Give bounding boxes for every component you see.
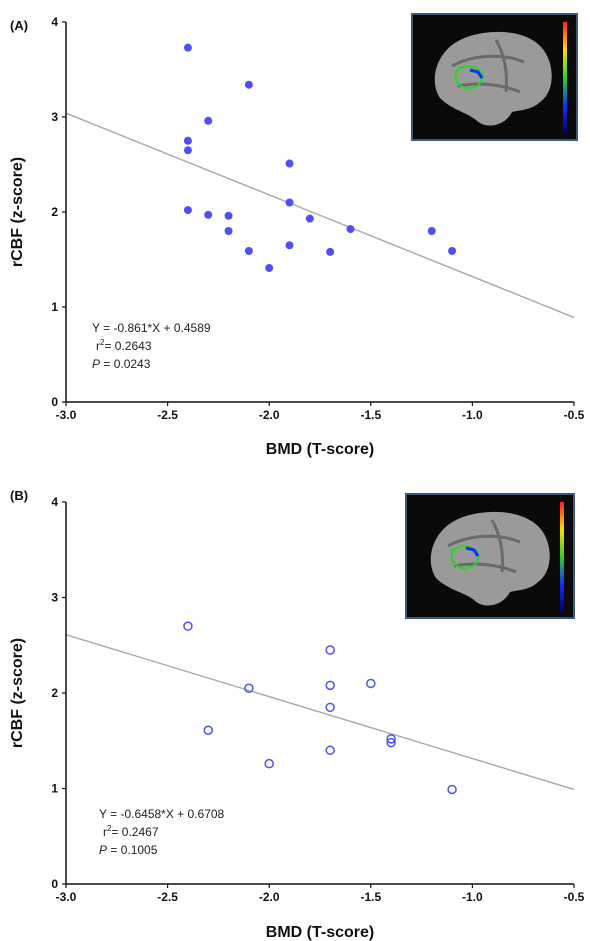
color-scale-bar xyxy=(560,502,564,612)
x-tick-label: -2.5 xyxy=(157,890,178,904)
x-tick-label: -2.0 xyxy=(259,890,280,904)
p-value-label: P = 0.0243 xyxy=(92,357,151,371)
data-point xyxy=(386,734,396,744)
y-tick-label: 0 xyxy=(51,877,58,891)
brain-region-outline xyxy=(450,545,480,570)
y-tick-label: 4 xyxy=(51,495,58,509)
p-value: = 0.1005 xyxy=(107,843,158,857)
data-point xyxy=(204,116,213,125)
data-point xyxy=(326,247,335,256)
data-point xyxy=(285,159,294,168)
data-point xyxy=(244,80,253,89)
color-scale-bar xyxy=(563,22,567,134)
x-tick-label: -3.0 xyxy=(56,890,77,904)
x-axis-title: BMD (T-score) xyxy=(266,924,374,941)
data-point xyxy=(244,683,254,693)
data-point xyxy=(183,43,192,52)
p-symbol: P xyxy=(99,843,107,857)
y-tick-label: 3 xyxy=(51,591,58,605)
x-tick-label: -1.5 xyxy=(360,408,381,422)
data-point xyxy=(203,725,213,735)
r-squared-symbol: r xyxy=(103,825,107,839)
x-tick-label: -1.0 xyxy=(462,408,483,422)
data-point xyxy=(285,198,294,207)
r-squared-label: r2= 0.2643 xyxy=(96,338,152,353)
r-squared-value: = 0.2643 xyxy=(104,339,151,353)
panel-a-label: (A) xyxy=(10,18,28,33)
panel-a-inset-brain-image xyxy=(411,13,578,141)
panel-b-inset-brain-image xyxy=(405,493,575,619)
y-tick-label: 0 xyxy=(51,395,58,409)
data-point xyxy=(264,758,274,769)
panel-a: (A) -3.0 -2.5 -2.0 -1.5 -1.0 -0.5 0 1 2 3 4 BMD (T-… xyxy=(9,13,585,458)
y-tick-label: 4 xyxy=(51,15,58,29)
r-squared-symbol: r xyxy=(96,339,100,353)
data-point xyxy=(325,745,335,756)
regression-equation: Y = -0.861*X + 0.4589 xyxy=(92,321,211,335)
data-point xyxy=(204,210,213,219)
data-point xyxy=(265,264,274,273)
data-point xyxy=(183,206,192,215)
panel-b: (B) -3.0 -2.5 -2.0 -1.5 -1.0 -0.5 0 1 2 3 4 BMD (T-… xyxy=(9,488,585,941)
regression-line xyxy=(65,634,575,791)
brain-region-outline xyxy=(454,65,484,90)
x-tick-label: -2.0 xyxy=(259,408,280,422)
y-axis-title: rCBF (z-score) xyxy=(9,157,26,267)
x-tick-label: -1.0 xyxy=(462,890,483,904)
data-point xyxy=(244,246,253,255)
data-point xyxy=(183,146,192,155)
r-squared-label: r2= 0.2467 xyxy=(103,824,159,839)
data-point xyxy=(325,702,335,713)
data-point xyxy=(285,241,294,250)
x-tick-label: -3.0 xyxy=(56,408,77,422)
panel-b-label: (B) xyxy=(10,488,28,503)
data-point xyxy=(224,227,233,235)
x-axis-title: BMD (T-score) xyxy=(266,441,374,458)
r-squared-value: = 0.2467 xyxy=(111,825,158,839)
brain-slice-icon xyxy=(434,31,552,126)
r-squared-exponent: 2 xyxy=(107,824,112,833)
data-point xyxy=(386,737,396,748)
data-point xyxy=(183,136,192,145)
y-tick-label: 1 xyxy=(51,300,58,314)
regression-line xyxy=(65,112,575,319)
brain-slice-icon xyxy=(430,511,550,606)
data-point xyxy=(447,784,457,795)
data-point xyxy=(366,678,376,689)
data-point xyxy=(325,645,335,655)
x-tick-label: -0.5 xyxy=(564,890,585,904)
data-point xyxy=(427,227,436,235)
data-point xyxy=(448,246,457,255)
data-point xyxy=(346,225,355,234)
y-tick-label: 3 xyxy=(51,110,58,124)
data-point xyxy=(183,621,193,631)
x-tick-label: -2.5 xyxy=(157,408,178,422)
r-squared-exponent: 2 xyxy=(100,338,105,347)
x-tick-label: -1.5 xyxy=(360,890,381,904)
data-point xyxy=(305,214,314,223)
x-tick-label: -0.5 xyxy=(564,408,585,422)
y-tick-label: 2 xyxy=(51,686,58,700)
data-point xyxy=(224,211,233,220)
y-tick-label: 2 xyxy=(51,205,58,219)
y-axis-title: rCBF (z-score) xyxy=(9,638,26,748)
p-value-label: P = 0.1005 xyxy=(99,843,158,857)
data-point xyxy=(325,680,335,691)
p-value: = 0.0243 xyxy=(100,357,151,371)
y-tick-label: 1 xyxy=(51,782,58,796)
regression-equation: Y = -0.6458*X + 0.6708 xyxy=(99,807,225,821)
p-symbol: P xyxy=(92,357,100,371)
